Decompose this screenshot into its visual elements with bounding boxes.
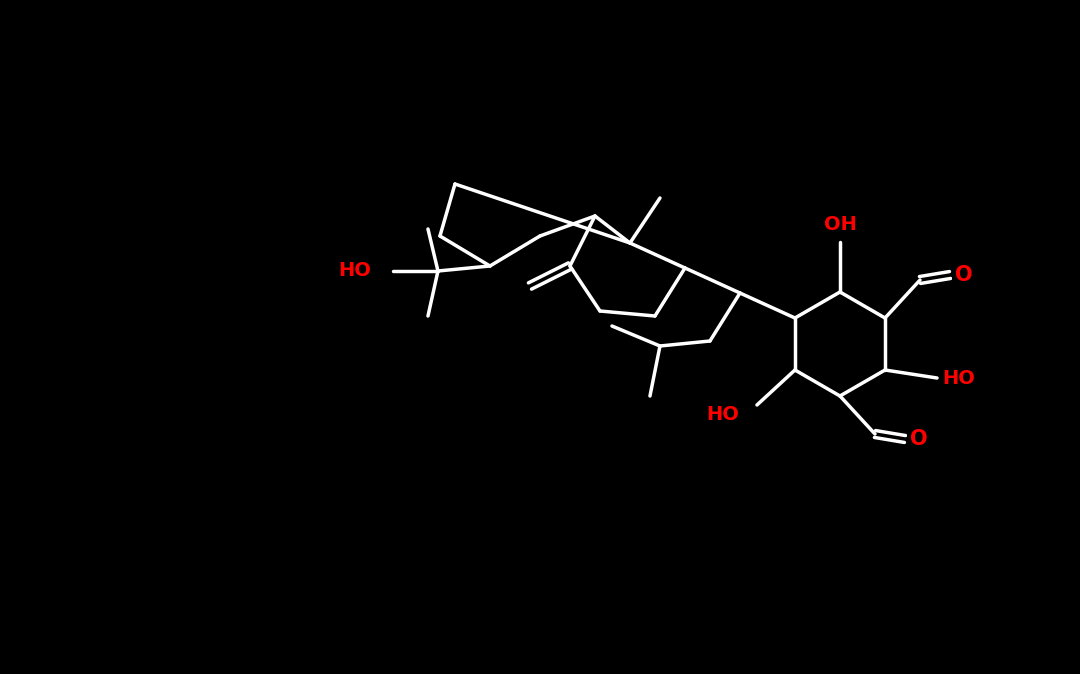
Text: O: O [910, 429, 928, 449]
Text: O: O [955, 265, 973, 285]
Text: OH: OH [824, 214, 856, 233]
Text: HO: HO [943, 369, 975, 388]
Text: HO: HO [338, 262, 370, 280]
Text: HO: HO [706, 406, 739, 425]
